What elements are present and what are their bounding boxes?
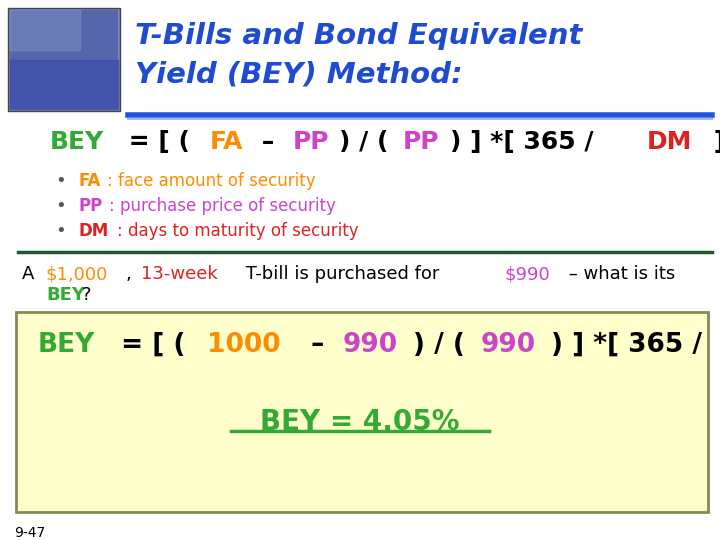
Text: PP: PP	[78, 197, 102, 215]
Text: PP: PP	[292, 130, 329, 154]
Text: BEY: BEY	[50, 130, 104, 154]
Text: ) / (: ) / (	[339, 130, 389, 154]
Text: ) / (: ) / (	[413, 332, 465, 358]
Text: BEY: BEY	[46, 286, 85, 304]
FancyBboxPatch shape	[16, 312, 708, 512]
Text: 990: 990	[480, 332, 536, 358]
Text: A: A	[22, 265, 40, 283]
Text: = [ (: = [ (	[120, 130, 190, 154]
Text: ]: ]	[705, 130, 720, 154]
Text: ?: ?	[82, 286, 91, 304]
Text: –: –	[253, 130, 284, 154]
Text: •: •	[55, 172, 66, 190]
Text: : face amount of security: : face amount of security	[107, 172, 315, 190]
Text: BEY: BEY	[38, 332, 95, 358]
Text: 990: 990	[342, 332, 397, 358]
Text: T-Bills and Bond Equivalent: T-Bills and Bond Equivalent	[135, 22, 582, 50]
Text: 13-week: 13-week	[140, 265, 217, 283]
Text: ,: ,	[126, 265, 138, 283]
Text: DM: DM	[78, 222, 108, 240]
Text: BEY = 4.05%: BEY = 4.05%	[260, 408, 460, 436]
Text: 9-47: 9-47	[14, 526, 45, 540]
FancyBboxPatch shape	[10, 10, 118, 109]
FancyBboxPatch shape	[8, 8, 120, 111]
Text: = [ (: = [ (	[112, 332, 186, 358]
Text: $990: $990	[505, 265, 550, 283]
Text: – what is its: – what is its	[564, 265, 675, 283]
Text: ) ] *[ 365 /: ) ] *[ 365 /	[552, 332, 711, 358]
Text: –: –	[302, 332, 333, 358]
Text: : days to maturity of security: : days to maturity of security	[117, 222, 359, 240]
Text: 1000: 1000	[207, 332, 280, 358]
Text: : purchase price of security: : purchase price of security	[109, 197, 336, 215]
Text: DM: DM	[647, 130, 692, 154]
Text: T-bill is purchased for: T-bill is purchased for	[240, 265, 445, 283]
Text: FA: FA	[210, 130, 243, 154]
Text: PP: PP	[403, 130, 440, 154]
Text: •: •	[55, 222, 66, 240]
Text: Yield (BEY) Method:: Yield (BEY) Method:	[135, 60, 463, 88]
Text: $1,000: $1,000	[45, 265, 108, 283]
Text: •: •	[55, 197, 66, 215]
Text: FA: FA	[78, 172, 100, 190]
Text: ) ] *[ 365 /: ) ] *[ 365 /	[450, 130, 603, 154]
